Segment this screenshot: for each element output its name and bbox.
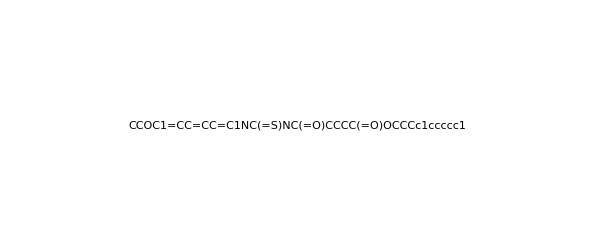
Text: CCOC1=CC=CC=C1NC(=S)NC(=O)CCCC(=O)OCCCc1ccccc1: CCOC1=CC=CC=C1NC(=S)NC(=O)CCCC(=O)OCCCc1… — [129, 120, 466, 130]
